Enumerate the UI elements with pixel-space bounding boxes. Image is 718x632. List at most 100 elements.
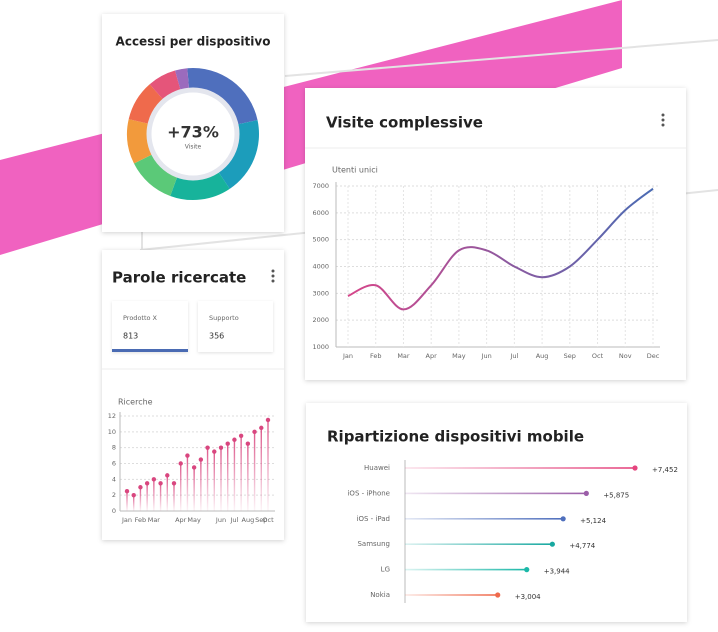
donut-segment — [127, 119, 153, 164]
y-tick-label: 7000 — [312, 182, 329, 190]
lollipop-head — [495, 592, 501, 598]
value-label: +4,774 — [569, 542, 595, 550]
card — [102, 250, 284, 540]
card — [306, 403, 687, 622]
lollipop-head — [131, 492, 136, 498]
x-tick-label: Aug — [536, 352, 549, 360]
y-tick-label: 0 — [112, 507, 116, 515]
x-tick-label: May — [452, 352, 466, 360]
menu-icon[interactable] — [271, 269, 275, 283]
donut-segment — [187, 68, 258, 125]
stem — [240, 435, 242, 511]
y-tick-label: 1000 — [312, 343, 329, 351]
lollipop-head — [191, 465, 197, 470]
lollipop-head — [265, 417, 271, 423]
lollipop-head — [144, 481, 150, 486]
lollipop-head — [198, 457, 204, 462]
lollipop-head — [560, 516, 566, 522]
category-label: Samsung — [357, 540, 390, 548]
background-line — [284, 39, 718, 77]
x-tick-label: Mar — [397, 352, 410, 360]
x-tick-label: Sep — [255, 516, 267, 524]
card-title: Ripartizione dispositivi mobile — [327, 428, 584, 446]
lollipop-head — [252, 429, 257, 435]
keyword-label: Supporto — [209, 314, 239, 322]
lollipop-head — [124, 489, 130, 494]
card-title: Accessi per dispositivo — [116, 35, 271, 49]
value-label: +3,944 — [544, 568, 570, 576]
y-tick-label: 2000 — [312, 316, 329, 324]
stem — [159, 483, 162, 511]
lollipop-head — [212, 449, 217, 454]
line-series — [347, 187, 654, 311]
y-tick-label: 4000 — [312, 263, 329, 271]
x-tick-label: Mar — [148, 516, 161, 524]
stem — [260, 427, 262, 511]
x-tick-label: Jan — [121, 516, 132, 524]
x-tick-label: Nov — [619, 352, 632, 360]
keyword-value: 813 — [123, 332, 138, 341]
stem — [247, 443, 249, 511]
stem — [153, 479, 155, 511]
x-tick-label: Jun — [215, 516, 226, 524]
lollipop-head — [165, 473, 170, 478]
x-tick-label: Jul — [509, 352, 518, 360]
value-label: +3,004 — [515, 593, 541, 601]
donut-segment — [133, 154, 178, 196]
lollipop-head — [245, 441, 251, 446]
stem — [220, 447, 222, 511]
y-tick-label: 2 — [112, 491, 116, 499]
lollipop-head — [232, 437, 237, 442]
stem — [405, 467, 635, 469]
category-label: iOS - iPad — [357, 515, 390, 523]
stem — [133, 495, 135, 511]
stem — [213, 451, 215, 511]
category-label: Nokia — [370, 591, 390, 599]
x-tick-label: Dec — [647, 352, 660, 360]
lollipop-head — [218, 445, 224, 450]
x-tick-label: Jan — [342, 352, 353, 360]
stem — [267, 419, 269, 511]
lollipop-head — [225, 441, 230, 446]
x-tick-label: Apr — [426, 352, 438, 360]
x-tick-label: Oct — [592, 352, 604, 360]
x-tick-label: Oct — [262, 516, 274, 524]
center-label: +73% — [167, 123, 219, 142]
stem — [146, 483, 148, 511]
x-tick-label: Apr — [175, 516, 187, 524]
card-title: Visite complessive — [326, 114, 483, 132]
lollipop-head — [185, 453, 190, 458]
keyword-card[interactable] — [112, 301, 188, 352]
keyword-card[interactable] — [198, 301, 273, 352]
stem — [233, 439, 236, 511]
y-tick-label: 3000 — [312, 289, 329, 297]
stem — [405, 518, 564, 520]
stem — [253, 431, 256, 511]
lollipop-head — [171, 481, 177, 486]
y-tick-label: 8 — [112, 444, 116, 452]
card — [305, 88, 686, 380]
lollipop-head — [151, 477, 157, 482]
donut-segment — [175, 68, 190, 91]
x-tick-label: Feb — [370, 352, 382, 360]
donut-hole — [146, 87, 240, 181]
active-indicator — [112, 349, 188, 352]
x-tick-label: Jun — [481, 352, 492, 360]
menu-icon[interactable] — [661, 113, 665, 127]
lollipop-head — [259, 425, 264, 431]
lollipop-head — [524, 567, 530, 573]
stem — [206, 447, 209, 511]
x-tick-label: Feb — [135, 516, 147, 524]
lollipop-head — [632, 465, 638, 471]
y-tick-label: 6 — [112, 460, 116, 468]
lollipop-head — [138, 485, 143, 490]
y-tick-label: 6000 — [312, 209, 329, 217]
value-label: +7,452 — [652, 466, 678, 474]
stem — [227, 443, 229, 511]
donut-segment — [218, 120, 260, 189]
keyword-label: Prodotto X — [123, 314, 158, 322]
lollipop-head — [205, 445, 210, 450]
axis-label: Ricerche — [118, 398, 153, 407]
stem — [405, 568, 527, 571]
y-tick-label: 10 — [108, 428, 116, 436]
